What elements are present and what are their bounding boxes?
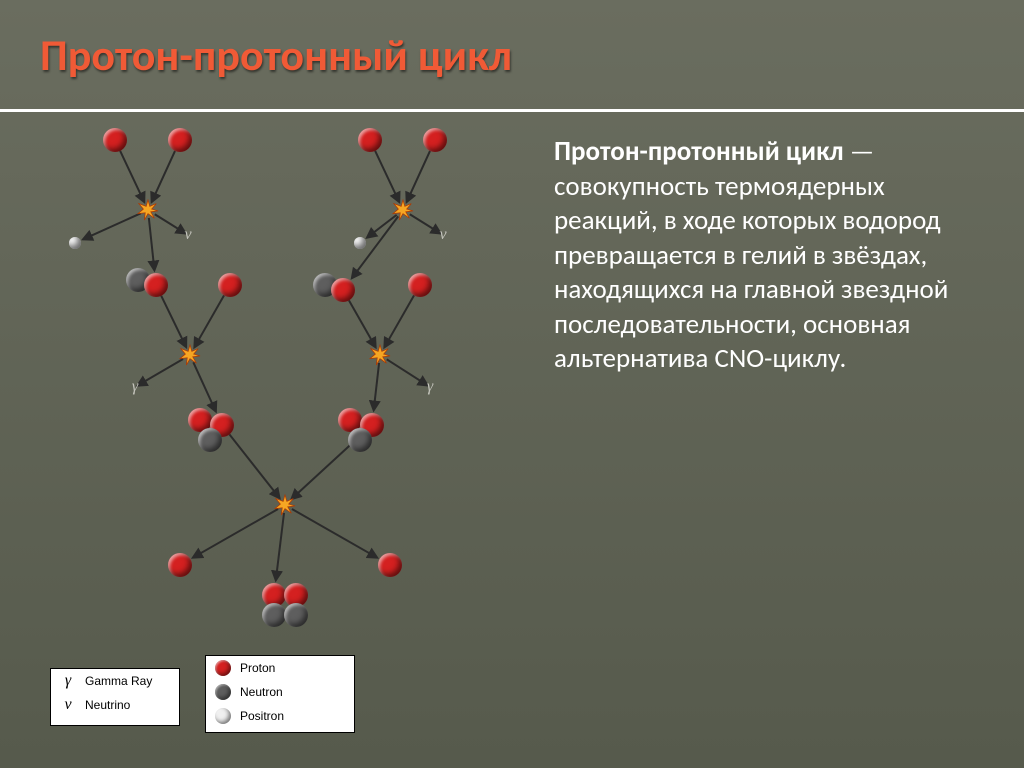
proton-particle xyxy=(378,553,402,577)
symbol-label: γ xyxy=(132,378,138,396)
legend-label: Neutrino xyxy=(85,698,130,712)
proton-particle xyxy=(358,128,382,152)
proton-particle xyxy=(408,273,432,297)
proton-particle xyxy=(168,128,192,152)
legend-dot-icon xyxy=(214,708,232,724)
neutron-particle xyxy=(284,603,308,627)
title-bar: Протон-протонный цикл xyxy=(0,0,1024,112)
symbol-label: γ xyxy=(427,378,433,396)
legend-dot-icon xyxy=(214,684,232,700)
legend-label: Gamma Ray xyxy=(85,674,152,688)
proton-particle xyxy=(423,128,447,152)
proton-particle xyxy=(144,273,168,297)
description-rest: — совокупность термоядерных реакций, в х… xyxy=(554,135,948,375)
legend-row: γ Gamma Ray xyxy=(51,669,179,693)
proton-particle xyxy=(218,273,242,297)
legend-particles: Proton Neutron Positron xyxy=(205,655,355,733)
neutron-particle xyxy=(348,428,372,452)
neutron-particle xyxy=(198,428,222,452)
slide-title: Протон-протонный цикл xyxy=(40,28,512,82)
collision-icon xyxy=(179,344,201,366)
symbol-label: ν xyxy=(184,226,191,244)
proton-particle xyxy=(103,128,127,152)
legend-label: Proton xyxy=(240,661,275,675)
positron-particle xyxy=(354,237,366,249)
description-text: Протон-протонный цикл — совокупность тер… xyxy=(554,135,974,377)
legend-label: Positron xyxy=(240,709,284,723)
symbol-label: ν xyxy=(439,226,446,244)
legend-row: Neutron xyxy=(206,680,354,704)
description-bold: Протон-протонный цикл xyxy=(554,135,844,168)
proton-particle xyxy=(168,553,192,577)
positron-particle xyxy=(69,237,81,249)
legend-row: Positron xyxy=(206,704,354,728)
collision-icon xyxy=(369,344,391,366)
legend-symbols: γ Gamma Ray ν Neutrino xyxy=(50,668,180,726)
legend-row: Proton xyxy=(206,656,354,680)
legend-label: Neutron xyxy=(240,685,283,699)
proton-particle xyxy=(331,278,355,302)
neutron-particle xyxy=(262,603,286,627)
collision-icon xyxy=(392,199,414,221)
legend-symbol: γ xyxy=(59,672,77,690)
collision-icon xyxy=(274,494,296,516)
legend-dot-icon xyxy=(214,660,232,676)
legend-row: ν Neutrino xyxy=(51,693,179,717)
legend-symbol: ν xyxy=(59,696,77,714)
collision-icon xyxy=(137,199,159,221)
